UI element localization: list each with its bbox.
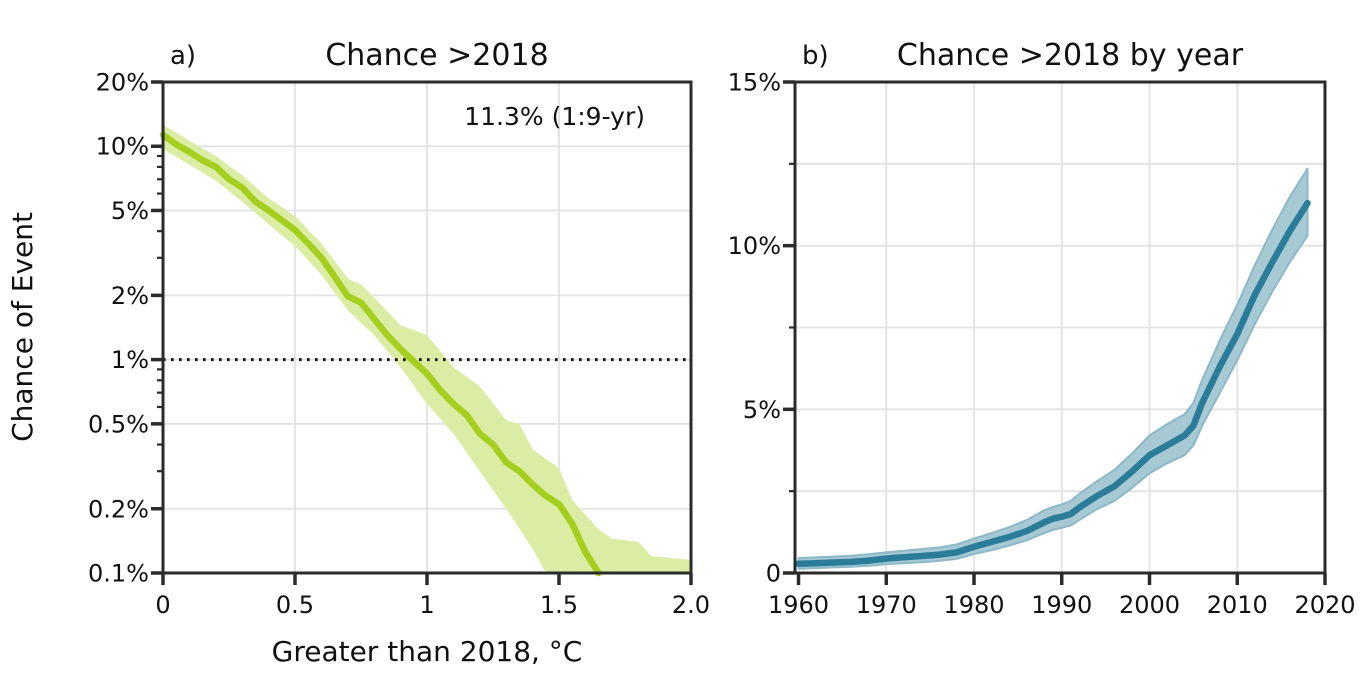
data-line — [795, 199, 1311, 568]
panel-title: Chance >2018 by year — [897, 38, 1244, 73]
y-tick-label: 2% — [111, 282, 149, 310]
ticks — [151, 80, 693, 585]
x-tick-label: 2000 — [1119, 591, 1180, 619]
y-tick-label: 20% — [96, 69, 149, 97]
x-tick-label: 1980 — [943, 591, 1004, 619]
x-tick-label: 1960 — [768, 591, 829, 619]
gridlines — [795, 82, 1325, 573]
panel-title: Chance >2018 — [325, 38, 548, 73]
y-tick-label: 10% — [728, 232, 781, 260]
y-tick-label: 1% — [111, 346, 149, 374]
x-tick-label: 1.5 — [540, 591, 578, 619]
panel-b: 15% 10% 5% 0 1960 1970 1980 1990 2000 2010 2020 b) C… — [728, 38, 1356, 619]
y-tick-label: 10% — [96, 133, 149, 161]
annotation-value: 11.3% (1:9-yr) — [464, 102, 645, 131]
x-tick-label: 2.0 — [672, 591, 710, 619]
y-axis-label: Chance of Event — [6, 212, 39, 442]
uncertainty-band — [797, 167, 1309, 570]
x-tick-label: 2010 — [1207, 591, 1268, 619]
panel-letter: b) — [802, 41, 829, 71]
y-tick-label: 0 — [766, 560, 781, 588]
x-tick-label: 2020 — [1294, 591, 1355, 619]
uncertainty-band — [163, 124, 691, 574]
y-tick-label: 0.2% — [88, 495, 149, 523]
y-tick-label: 0.1% — [88, 560, 149, 588]
x-tick-label: 1 — [419, 591, 434, 619]
y-tick-label: 0.5% — [88, 410, 149, 438]
panel-a: 20% 10% 5% 2% 1% 0.5% 0.2% 0.1%0 0.5 1 1.5 2.0 a) Cha… — [88, 38, 710, 668]
x-tick-label: 0 — [155, 591, 170, 619]
y-tick-label: 5% — [743, 396, 781, 424]
x-tick-label: 0.5 — [276, 591, 314, 619]
x-tick-label: 1970 — [856, 591, 917, 619]
panel-letter: a) — [170, 41, 196, 71]
x-axis-label: Greater than 2018, °C — [272, 635, 583, 668]
y-tick-label: 15% — [728, 69, 781, 97]
y-tick-label: 5% — [111, 197, 149, 225]
data-line — [159, 131, 602, 577]
x-tick-label: 1990 — [1031, 591, 1092, 619]
ticks — [783, 80, 1327, 585]
